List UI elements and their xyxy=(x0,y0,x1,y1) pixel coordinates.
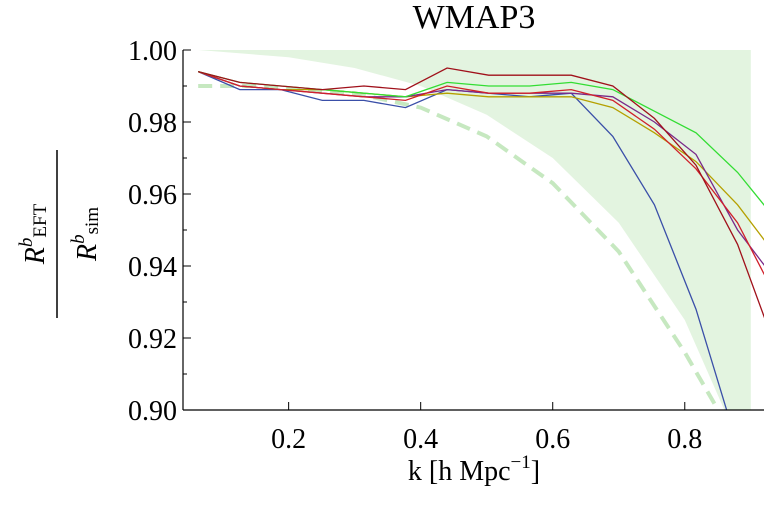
sub: EFT xyxy=(30,203,51,237)
sup: b xyxy=(16,238,37,248)
x-label-end: ] xyxy=(531,456,540,487)
x-tick-label: 0.2 xyxy=(271,424,306,455)
y-tick-label: 0.92 xyxy=(128,324,177,355)
y-tick-label: 1.00 xyxy=(128,36,177,67)
y-tick-label: 0.96 xyxy=(128,180,177,211)
series-line xyxy=(197,70,764,241)
y-tick-label: 0.98 xyxy=(128,108,177,139)
x-tick-label: 0.8 xyxy=(667,424,702,455)
x-label-text: k [h Mpc xyxy=(408,456,511,487)
x-tick-label: 0.6 xyxy=(535,424,570,455)
reference-line xyxy=(198,84,721,410)
sup: b xyxy=(68,234,89,244)
y-label-denominator: Rbsim xyxy=(68,207,103,262)
chart-title: WMAP3 xyxy=(413,0,536,36)
series-line xyxy=(198,67,764,319)
series-line xyxy=(197,70,764,276)
base: R xyxy=(20,247,51,265)
base: R xyxy=(72,244,103,262)
band xyxy=(198,50,751,410)
x-axis-title: k [h Mpc−1] xyxy=(408,452,540,487)
y-tick-label: 0.90 xyxy=(128,396,177,427)
y-label-numerator: RbEFT xyxy=(16,203,51,265)
sub: sim xyxy=(82,207,103,235)
x-label-sup: −1 xyxy=(511,452,531,473)
y-label-denominator-text: Rbsim xyxy=(68,207,103,262)
x-tick-label: 0.4 xyxy=(403,424,438,455)
y-tick-label: 0.94 xyxy=(128,252,177,283)
y-label-numerator-text: RbEFT xyxy=(16,203,51,265)
